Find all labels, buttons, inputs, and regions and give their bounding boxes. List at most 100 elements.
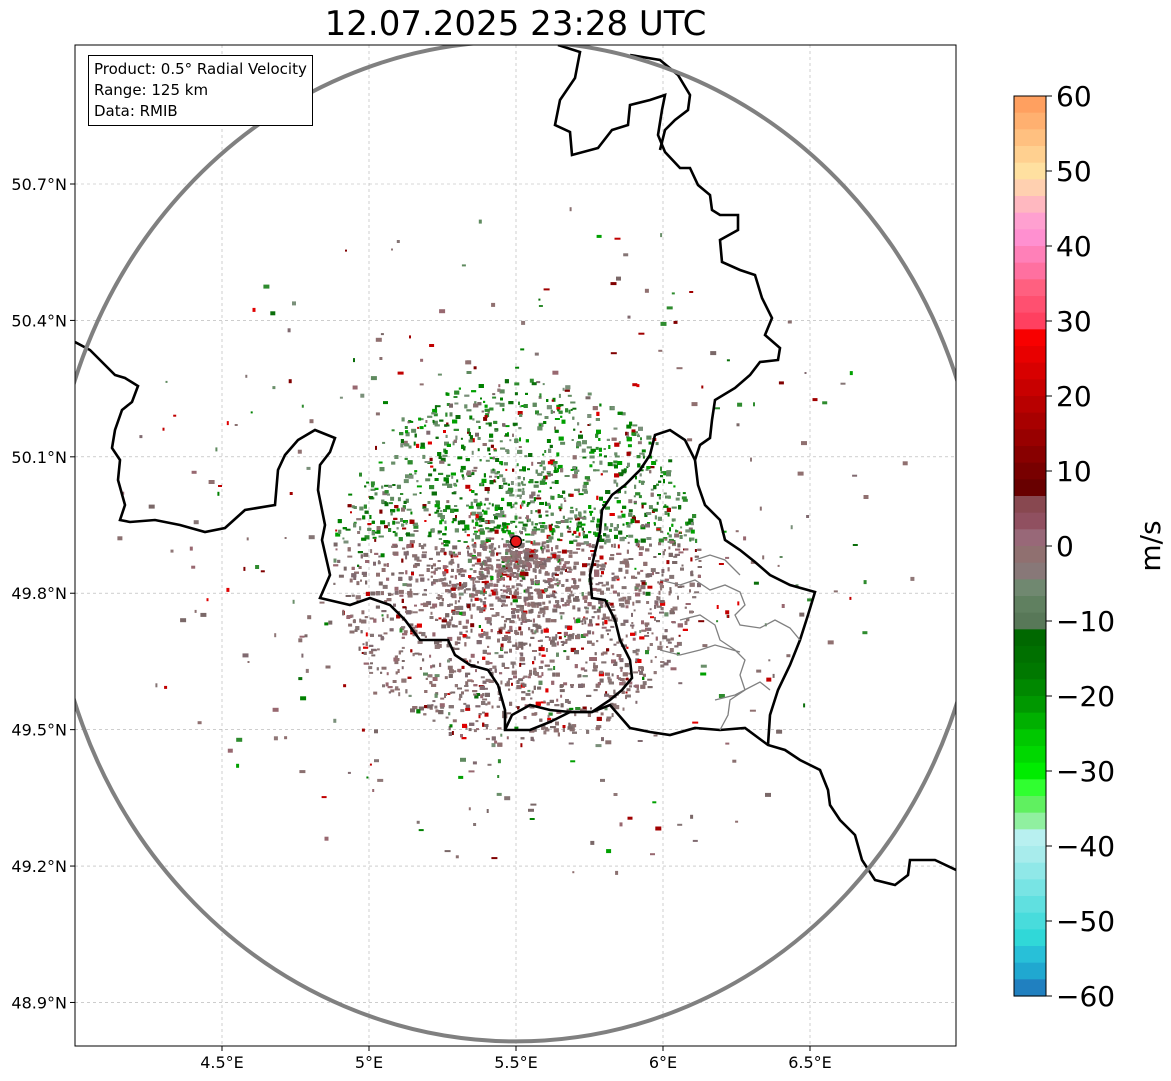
colorbar-swatch — [1014, 612, 1046, 630]
colorbar-swatch — [1014, 479, 1046, 497]
colorbar-swatch — [1014, 546, 1046, 564]
colorbar-swatch — [1014, 562, 1046, 580]
colorbar-swatch — [1014, 462, 1046, 480]
border-belgium-north-segment — [629, 53, 692, 151]
colorbar-swatch — [1014, 946, 1046, 964]
colorbar-tick-label: 40 — [1056, 230, 1092, 263]
y-tick-label: 49.8°N — [11, 584, 67, 603]
radar-site-marker — [509, 535, 523, 548]
colorbar-swatch — [1014, 379, 1046, 397]
colorbar-swatch — [1014, 429, 1046, 447]
colorbar-swatch — [1014, 346, 1046, 364]
colorbar-swatch — [1014, 446, 1046, 464]
colorbar-swatch — [1014, 396, 1046, 414]
colorbar-swatch — [1014, 496, 1046, 514]
colorbar-swatch — [1014, 962, 1046, 980]
y-tick-label: 50.7°N — [11, 175, 67, 194]
x-tick-label: 6°E — [649, 1053, 677, 1072]
colorbar-swatch — [1014, 312, 1046, 330]
colorbar-swatch — [1014, 779, 1046, 797]
colorbar-swatch — [1014, 579, 1046, 597]
x-tick-label: 4.5°E — [200, 1053, 244, 1072]
colorbar-swatch — [1014, 979, 1046, 997]
colorbar-swatch — [1014, 746, 1046, 764]
colorbar: 60 50 40 30 20 10 0 −10 −20 −30 −40 −50 −60 m/s — [1013, 80, 1167, 1013]
colorbar-swatch — [1014, 512, 1046, 530]
colorbar-swatch — [1014, 679, 1046, 697]
colorbar-swatch — [1014, 196, 1046, 214]
admin-border-luxembourg — [659, 554, 801, 731]
colorbar-swatch — [1014, 329, 1046, 347]
colorbar-swatch — [1014, 179, 1046, 197]
colorbar-swatch — [1014, 912, 1046, 930]
colorbar-unit-label: m/s — [1134, 520, 1167, 571]
colorbar-swatch — [1014, 846, 1046, 864]
colorbar-swatch — [1014, 646, 1046, 664]
colorbar-swatch — [1014, 729, 1046, 747]
colorbar-tick-label: −50 — [1056, 905, 1115, 938]
product-info-box: Product: 0.5° Radial Velocity Range: 125… — [88, 55, 313, 126]
range-ring — [75, 45, 956, 1044]
colorbar-swatch — [1014, 879, 1046, 897]
colorbar-swatch — [1014, 112, 1046, 130]
colorbar-tick-label: 10 — [1056, 455, 1092, 488]
colorbar-tick-label: 0 — [1056, 530, 1074, 563]
product-label: Product: 0.5° Radial Velocity — [94, 60, 307, 78]
colorbar-swatch — [1014, 412, 1046, 430]
colorbar-swatch — [1014, 629, 1046, 647]
colorbar-tick-label: −10 — [1056, 605, 1115, 638]
colorbar-swatch — [1014, 929, 1046, 947]
colorbar-tick-label: 20 — [1056, 380, 1092, 413]
y-axis-ticks: 50.7°N 50.4°N 50.1°N 49.8°N 49.5°N 49.2°N 48.9… — [11, 175, 75, 1012]
y-tick-label: 50.1°N — [11, 448, 67, 467]
colorbar-swatch — [1014, 279, 1046, 297]
colorbar-swatch — [1014, 796, 1046, 814]
x-tick-label: 5°E — [355, 1053, 383, 1072]
country-borders — [75, 45, 956, 887]
x-tick-label: 6.5°E — [788, 1053, 832, 1072]
colorbar-swatch — [1014, 862, 1046, 880]
colorbar-swatch — [1014, 596, 1046, 614]
colorbar-swatch — [1014, 246, 1046, 264]
border-luxembourg-germany — [553, 45, 817, 746]
border-belgium-luxembourg — [503, 428, 697, 731]
colorbar-tick-label: 50 — [1056, 155, 1092, 188]
colorbar-swatch — [1014, 896, 1046, 914]
colorbar-swatch — [1014, 662, 1046, 680]
colorbar-swatch — [1014, 829, 1046, 847]
colorbar-swatch — [1014, 812, 1046, 830]
range-ring-circle — [75, 45, 956, 1044]
data-source-label: Data: RMIB — [94, 102, 178, 120]
y-tick-label: 48.9°N — [11, 993, 67, 1012]
range-label: Range: 125 km — [94, 81, 209, 99]
y-tick-label: 49.2°N — [11, 857, 67, 876]
colorbar-tick-label: −30 — [1056, 755, 1115, 788]
colorbar-tick-label: 30 — [1056, 305, 1092, 338]
map-title: 12.07.2025 23:28 UTC — [324, 4, 707, 44]
y-tick-label: 50.4°N — [11, 311, 67, 330]
border-france-belgium-west — [75, 340, 956, 887]
colorbar-swatch — [1014, 229, 1046, 247]
colorbar-swatch — [1014, 696, 1046, 714]
colorbar-swatch — [1014, 162, 1046, 180]
colorbar-tick-label: −40 — [1056, 830, 1115, 863]
graticule — [75, 45, 956, 1046]
colorbar-swatch — [1014, 529, 1046, 547]
colorbar-swatch — [1014, 712, 1046, 730]
colorbar-swatch — [1014, 296, 1046, 314]
colorbar-tick-label: −60 — [1056, 980, 1115, 1013]
colorbar-swatch — [1014, 262, 1046, 280]
x-tick-label: 5.5°E — [494, 1053, 538, 1072]
colorbar-swatch — [1014, 96, 1046, 114]
colorbar-tick-label: 60 — [1056, 80, 1092, 113]
colorbar-swatch — [1014, 362, 1046, 380]
colorbar-swatch — [1014, 212, 1046, 230]
velocity-echoes — [117, 207, 915, 875]
colorbar-tick-label: −20 — [1056, 680, 1115, 713]
colorbar-swatch — [1014, 146, 1046, 164]
colorbar-swatch — [1014, 762, 1046, 780]
colorbar-swatch — [1014, 129, 1046, 147]
y-tick-label: 49.5°N — [11, 721, 67, 740]
x-axis-ticks: 4.5°E 5°E 5.5°E 6°E 6.5°E — [200, 1046, 832, 1072]
